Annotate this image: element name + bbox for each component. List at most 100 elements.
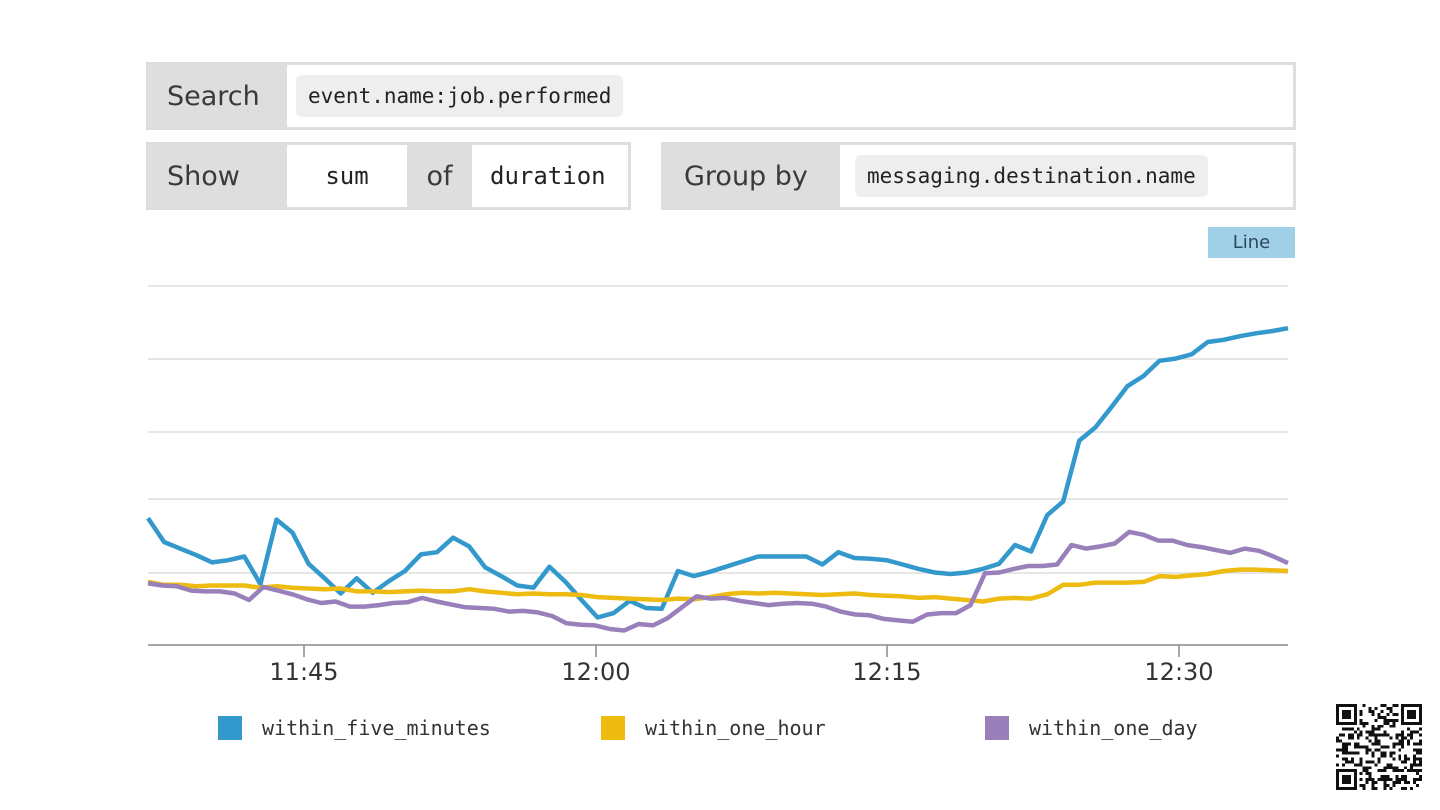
qr-module (1404, 754, 1408, 758)
qr-module (1374, 781, 1378, 785)
qr-module (1374, 727, 1378, 731)
qr-module (1383, 730, 1387, 734)
qr-module (1413, 730, 1417, 734)
qr-module (1341, 733, 1345, 737)
qr-module (1356, 745, 1360, 749)
group-by-chip[interactable]: messaging.destination.name (855, 155, 1208, 197)
qr-module (1377, 778, 1381, 782)
qr-module (1347, 742, 1351, 746)
qr-module (1410, 730, 1414, 734)
qr-module (1359, 730, 1363, 734)
qr-module (1362, 769, 1366, 773)
qr-module (1401, 736, 1405, 740)
qr-module (1389, 706, 1393, 710)
legend-item-within-five-minutes[interactable]: within_five_minutes (218, 716, 491, 740)
search-bar: Search event.name:job.performed (146, 62, 1296, 130)
qr-module (1404, 736, 1408, 740)
qr-module (1407, 727, 1411, 731)
qr-module (1341, 745, 1345, 749)
qr-module (1410, 766, 1414, 770)
qr-module (1383, 721, 1387, 725)
qr-module (1392, 721, 1396, 725)
aggregation-select[interactable]: sum (325, 162, 369, 190)
qr-module (1359, 763, 1363, 767)
qr-module (1383, 704, 1387, 707)
field-select[interactable]: duration (490, 162, 606, 190)
qr-module (1413, 748, 1417, 752)
qr-module (1371, 754, 1375, 758)
series-line-within-one-day[interactable] (147, 529, 1289, 633)
qr-module (1392, 781, 1396, 785)
qr-module (1341, 751, 1345, 755)
qr-module (1413, 754, 1417, 758)
qr-module (1398, 778, 1402, 782)
qr-module (1380, 704, 1384, 707)
qr-module (1380, 724, 1384, 728)
qr-module (1374, 736, 1378, 740)
qr-module (1350, 751, 1354, 755)
qr-module (1350, 736, 1354, 740)
qr-module (1344, 748, 1348, 752)
qr-module (1410, 733, 1414, 737)
legend-label: within_one_day (1029, 716, 1198, 740)
qr-module (1353, 763, 1357, 767)
qr-module (1371, 724, 1375, 728)
qr-module (1419, 751, 1422, 755)
series-line-within-one-hour[interactable] (147, 567, 1289, 604)
chart-type-toggle[interactable]: Line (1208, 227, 1295, 258)
show-label: Show (149, 145, 287, 207)
search-query-chip[interactable]: event.name:job.performed (296, 75, 624, 117)
qr-module (1374, 739, 1378, 743)
qr-module (1392, 712, 1396, 716)
qr-module (1353, 730, 1357, 734)
qr-module (1389, 736, 1393, 740)
qr-module (1383, 715, 1387, 719)
qr-module (1413, 769, 1417, 773)
qr-module (1344, 745, 1348, 749)
qr-module (1398, 733, 1402, 737)
qr-module (1404, 778, 1408, 782)
qr-module (1383, 769, 1387, 773)
qr-module (1380, 733, 1384, 737)
qr-module (1386, 718, 1390, 722)
qr-module (1353, 742, 1357, 746)
qr-module (1404, 766, 1408, 770)
qr-module (1359, 709, 1363, 713)
qr-module (1416, 730, 1420, 734)
qr-module (1407, 769, 1411, 773)
legend-label: within_one_hour (645, 716, 826, 740)
qr-module (1341, 757, 1345, 761)
search-label: Search (149, 65, 287, 127)
qr-module (1389, 763, 1393, 767)
qr-module (1386, 763, 1390, 767)
qr-module (1380, 709, 1384, 713)
qr-module (1398, 781, 1402, 785)
series-line-within-five-minutes[interactable] (146, 325, 1289, 620)
qr-module (1368, 778, 1372, 782)
legend-item-within-one-hour[interactable]: within_one_hour (601, 716, 826, 740)
qr-module (1386, 733, 1390, 737)
qr-module (1353, 745, 1357, 749)
qr-module (1419, 775, 1422, 779)
qr-module (1356, 727, 1360, 731)
qr-module (1374, 718, 1378, 722)
legend-item-within-one-day[interactable]: within_one_day (985, 716, 1198, 740)
search-input[interactable]: event.name:job.performed (287, 65, 624, 127)
qr-module (1395, 769, 1399, 773)
qr-module (1392, 757, 1396, 761)
qr-module (1389, 766, 1393, 770)
qr-module (1344, 760, 1348, 764)
qr-module (1404, 757, 1408, 761)
qr-module (1419, 763, 1422, 767)
qr-module (1356, 751, 1360, 755)
qr-module (1377, 739, 1381, 743)
qr-module (1344, 742, 1348, 746)
qr-module (1416, 769, 1420, 773)
qr-module (1365, 778, 1369, 782)
group-by-input[interactable]: messaging.destination.name (840, 145, 1208, 207)
qr-module (1350, 757, 1354, 761)
qr-module (1359, 712, 1363, 716)
qr-module (1392, 718, 1396, 722)
of-label: of (407, 145, 472, 207)
qr-module (1371, 727, 1375, 731)
